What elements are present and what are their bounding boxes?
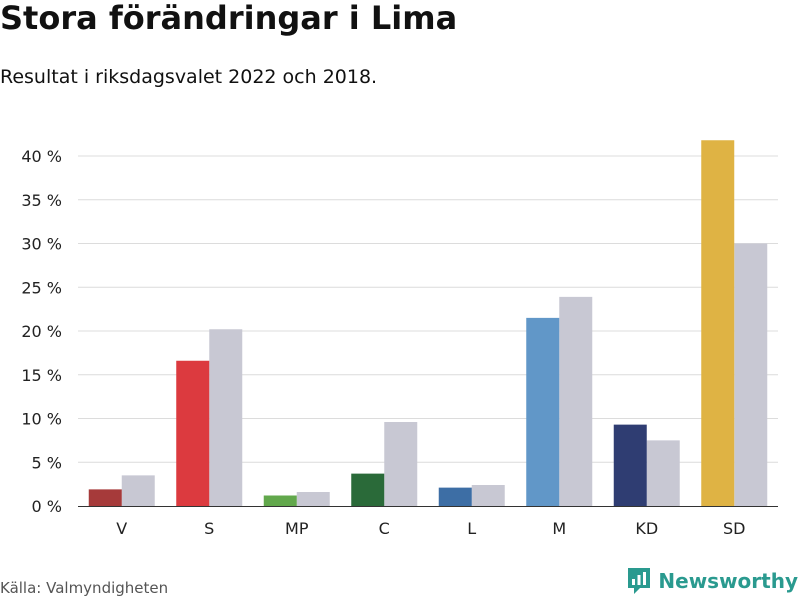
chart-subtitle: Resultat i riksdagsvalet 2022 och 2018.: [0, 66, 378, 88]
y-tick-label: 20 %: [21, 322, 62, 341]
y-tick-label: 25 %: [21, 278, 62, 297]
bars: [88, 140, 768, 506]
x-tick-label: L: [467, 519, 476, 538]
bar-2022: [263, 495, 297, 506]
x-tick-label: KD: [635, 519, 658, 538]
y-tick-label: 35 %: [21, 191, 62, 210]
y-tick-label: 5 %: [32, 453, 62, 472]
y-tick-label: 30 %: [21, 235, 62, 254]
x-tick-label: M: [552, 519, 566, 538]
x-tick-label: MP: [285, 519, 309, 538]
y-tick-label: 15 %: [21, 366, 62, 385]
newsworthy-logo-icon: [628, 568, 651, 594]
x-tick-label: C: [379, 519, 390, 538]
y-tick-label: 40 %: [21, 147, 62, 166]
bar-2018: [209, 329, 243, 506]
y-tick-label: 10 %: [21, 410, 62, 429]
bar-2018: [646, 440, 680, 506]
bar-2022: [613, 424, 647, 506]
source-note: Källa: Valmyndigheten: [0, 579, 169, 597]
bar-2022: [701, 140, 735, 506]
y-tick-label: 0 %: [32, 497, 62, 516]
bar-2022: [88, 489, 122, 506]
brand-logo: Newsworthy: [626, 566, 798, 596]
bar-2022: [176, 360, 210, 506]
chart-title: Stora förändringar i Lima: [0, 0, 458, 37]
y-axis-ticks: 0 % 5 % 10 % 15 % 20 % 25 % 30 % 35 % 40 %: [21, 147, 62, 516]
bar-2022: [351, 473, 385, 506]
bar-2018: [471, 485, 505, 506]
brand-name: Newsworthy: [658, 569, 798, 593]
bar-2018: [121, 475, 155, 506]
bar-2022: [526, 317, 560, 506]
bar-2018: [384, 422, 418, 506]
bar-2018: [734, 243, 768, 506]
x-tick-label: S: [204, 519, 214, 538]
x-tick-label: V: [116, 519, 127, 538]
x-tick-label: SD: [723, 519, 745, 538]
bar-2022: [438, 487, 472, 506]
bar-2018: [559, 296, 593, 506]
x-axis-ticks: V S MP C L M KD SD: [116, 519, 745, 538]
bar-2018: [296, 492, 330, 506]
